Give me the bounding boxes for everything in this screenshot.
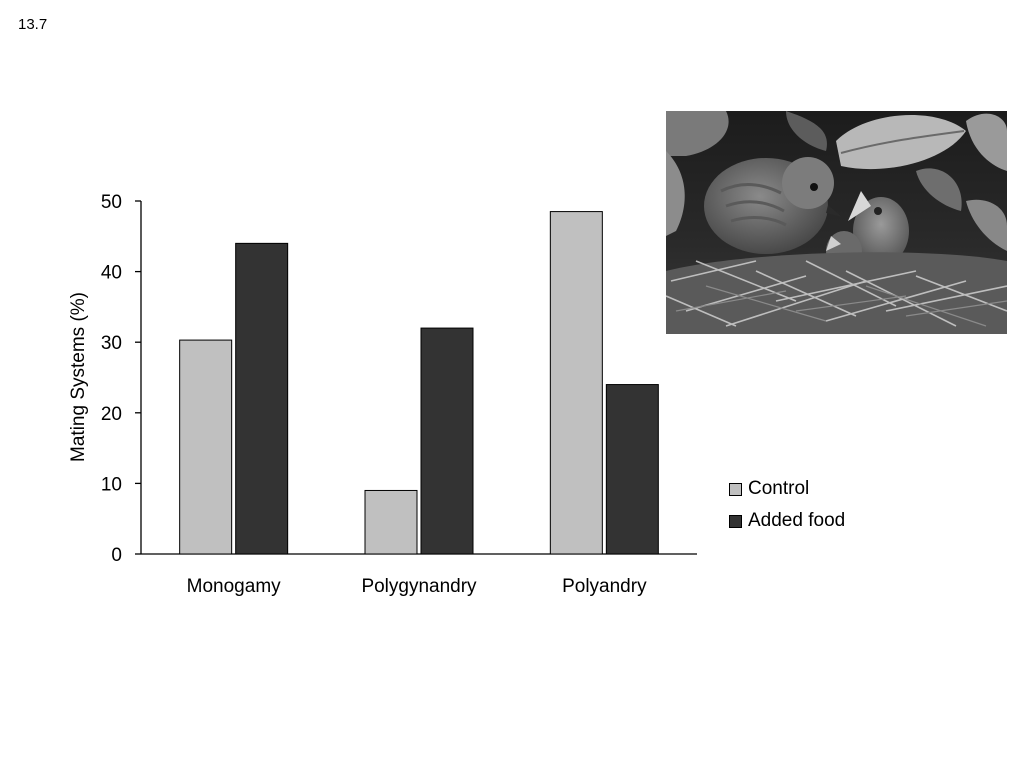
x-axis: Monogamy Polygynandry Polyandry <box>141 553 697 597</box>
x-tick-label: Polyandry <box>562 576 647 597</box>
legend: Control Added food <box>729 473 845 537</box>
bar-added-food-monogamy <box>235 242 289 555</box>
x-tick-label: Monogamy <box>187 576 281 597</box>
bar-added-food-polygynandry <box>420 327 474 555</box>
legend-item-control: Control <box>729 473 845 505</box>
bird-nest-photo <box>666 111 1007 334</box>
bar-control-polyandry <box>549 211 603 555</box>
legend-swatch-added-food <box>729 514 742 528</box>
legend-label-added-food: Added food <box>748 510 846 531</box>
y-tick-label: 30 <box>101 333 122 354</box>
y-tick-label: 50 <box>101 192 122 213</box>
bar-added-food-polyandry <box>605 384 659 555</box>
y-tick-label: 40 <box>101 263 122 284</box>
bar-control-monogamy <box>179 339 233 555</box>
x-tick-label: Polygynandry <box>361 576 477 597</box>
y-axis-title: Mating Systems (%) <box>68 292 89 462</box>
bar-control-polygynandry <box>364 489 418 555</box>
figure-number: 13.7 <box>18 16 48 33</box>
legend-label-control: Control <box>748 478 810 499</box>
legend-item-added-food: Added food <box>729 505 845 537</box>
legend-swatch-control <box>729 482 742 496</box>
y-tick-label: 20 <box>101 404 122 425</box>
bars <box>179 211 659 555</box>
y-tick-label: 10 <box>101 474 122 495</box>
y-axis: 0 10 20 30 40 50 <box>101 192 142 566</box>
y-tick-label: 0 <box>111 545 122 566</box>
